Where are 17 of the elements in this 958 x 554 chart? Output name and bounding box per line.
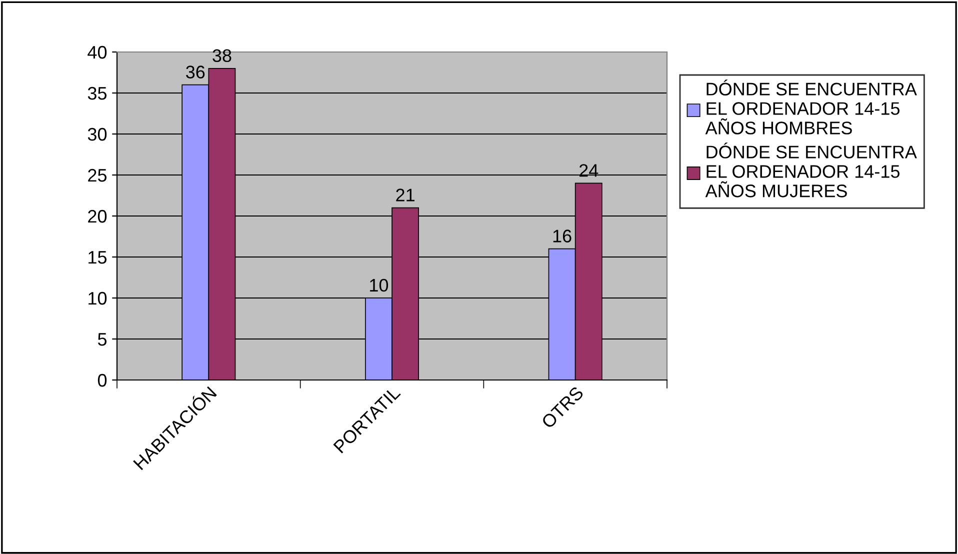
y-tick-label: 10: [88, 292, 107, 305]
y-tick-label: 0: [98, 374, 107, 387]
y-tick-label: 25: [88, 168, 107, 182]
y-tick-label: 30: [88, 128, 107, 141]
y-tick-label: 40: [88, 46, 107, 59]
legend-label: DÓNDE SE ENCUENTRA EL ORDENADOR 14-15 AÑOS MUJERES: [705, 142, 917, 198]
legend-label: DÓNDE SE ENCUENTRA EL ORDENADOR 14-15 AÑOS HOMBRES: [705, 80, 917, 134]
y-tick-label: 20: [88, 210, 107, 223]
data-label: 10: [370, 278, 388, 292]
y-tick-label: 5: [98, 333, 107, 346]
data-label: 36: [186, 66, 205, 78]
data-label: 16: [553, 230, 572, 242]
data-label: 38: [212, 49, 232, 62]
y-tick-label: 35: [88, 86, 107, 100]
data-label: 24: [579, 164, 598, 177]
data-label: 21: [396, 188, 414, 202]
y-tick-label: 15: [88, 251, 107, 264]
